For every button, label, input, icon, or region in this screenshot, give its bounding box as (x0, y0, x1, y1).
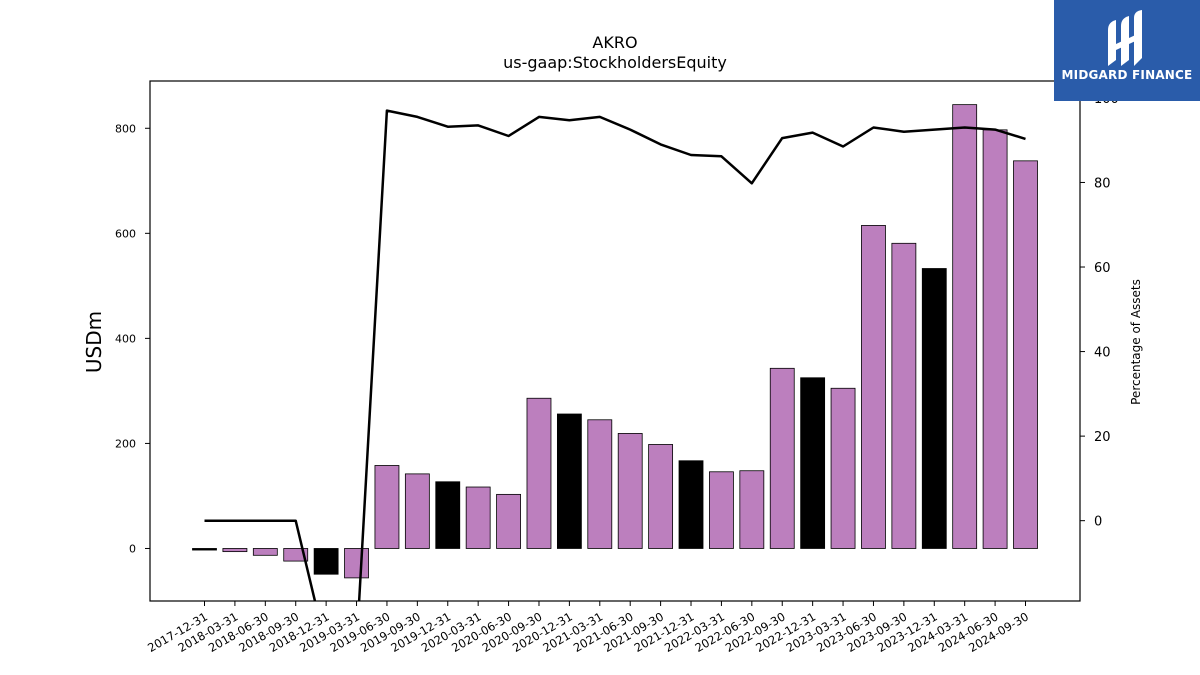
y-tick-label: 800 (115, 122, 136, 135)
y-tick-label: 200 (115, 437, 136, 450)
bar-2019-12-31 (435, 481, 461, 549)
y-tick-label: 400 (115, 332, 136, 345)
bar-2018-03-31 (222, 548, 248, 553)
bar-2020-09-30 (526, 397, 552, 549)
bar-2020-06-30 (496, 493, 521, 549)
bar-2022-03-31 (709, 471, 734, 549)
bar-2023-09-30 (891, 242, 917, 549)
logo-text: MIDGARD FINANCE (1061, 68, 1193, 82)
bar-2023-03-31 (830, 387, 856, 549)
plot-frame (149, 80, 1081, 602)
y-tick-label: 600 (115, 227, 136, 240)
bar-2021-09-30 (648, 444, 674, 549)
bar-2020-12-31 (556, 413, 582, 549)
x-axis: 2017-12-312018-03-312018-06-302018-09-30… (145, 601, 1031, 655)
y2-tick-label: 40 (1094, 346, 1111, 361)
y2-tick-label: 60 (1094, 261, 1111, 276)
bar-2019-03-31 (344, 548, 369, 579)
bar-2021-12-31 (678, 460, 704, 549)
bar-2018-12-31 (313, 548, 339, 575)
bar-2023-12-31 (921, 268, 947, 549)
chart-title: AKRO (592, 33, 637, 52)
bar-2019-06-30 (374, 465, 400, 549)
y2-tick-label: 0 (1094, 515, 1102, 530)
bar-2022-06-30 (739, 470, 765, 549)
y-tick-label: 0 (129, 542, 136, 555)
y2-tick-label: 80 (1094, 176, 1111, 191)
bars-group (192, 104, 1038, 579)
y-axis-label: USDm (82, 311, 106, 373)
bar-2023-06-30 (861, 225, 886, 549)
bar-2021-03-31 (587, 419, 613, 549)
bar-2020-03-31 (465, 486, 491, 549)
bar-2019-09-30 (404, 473, 430, 549)
bar-2018-09-30 (283, 548, 309, 562)
bar-2024-09-30 (1013, 160, 1038, 549)
y2-tick-label: 20 (1094, 430, 1111, 445)
line-group (204, 109, 1026, 601)
bar-2017-12-31 (192, 548, 217, 551)
bar-2021-06-30 (617, 433, 643, 549)
bar-2024-03-31 (952, 104, 978, 549)
y2-axis-label: Percentage of Assets (1129, 279, 1143, 405)
bar-2022-09-30 (769, 367, 795, 549)
percentage-of-assets-line (204, 109, 1026, 601)
midgard-logo: MIDGARD FINANCE (1054, 0, 1200, 101)
y-axis-left: 0 200 400 600 800 (115, 122, 150, 555)
bar-2024-06-30 (982, 129, 1008, 549)
y-axis-right: 020406080100 (1080, 92, 1119, 530)
logo-mark-icon (1108, 10, 1142, 66)
bar-2022-12-31 (800, 377, 826, 549)
chart-subtitle: us-gaap:StockholdersEquity (503, 53, 727, 72)
bar-2018-06-30 (252, 548, 278, 556)
